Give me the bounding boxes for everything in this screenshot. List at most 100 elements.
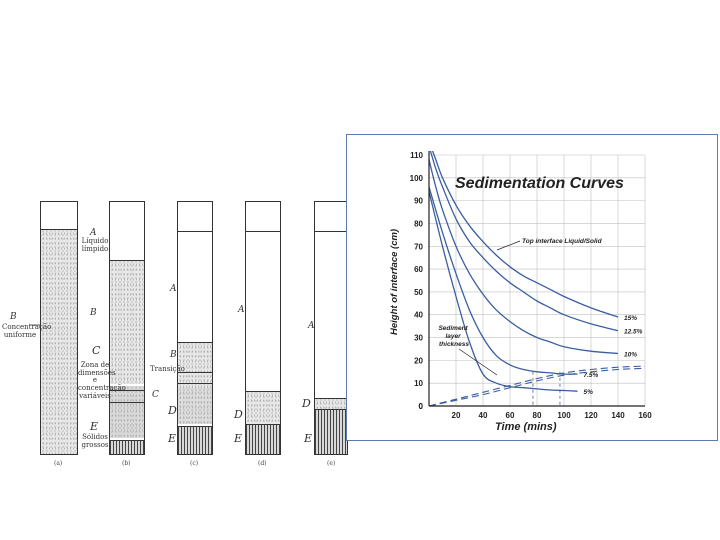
sedimentation-chart: 15% 12.5% 10% 7.5% 5% 0 10 20 30 40 50 60 70 80 90 100…: [389, 151, 652, 433]
series-label: 12.5%: [624, 329, 643, 336]
x-tick-label: 160: [638, 411, 652, 420]
x-tick-label: 100: [557, 411, 571, 420]
zone-letter-a: A: [308, 321, 315, 331]
uniform-suspension-zone: [41, 229, 77, 454]
y-tick-label: 80: [414, 219, 423, 228]
y-tick-label: 0: [419, 402, 424, 411]
coarse-solids-zone: [178, 426, 212, 454]
y-tick-label: 20: [414, 356, 423, 365]
interface-line: [178, 426, 212, 428]
interface-line: [110, 260, 144, 262]
zone-letter-e: E: [234, 432, 243, 445]
sediment-pointer: [458, 348, 498, 376]
sediment-annotation: Sediment layer thickness: [438, 325, 469, 348]
interface-line: [178, 342, 212, 344]
zone-letter-b: B: [170, 350, 177, 360]
zone-letter-d: D: [302, 397, 311, 410]
series-line-7-5-: [429, 186, 578, 375]
y-tick-label: 30: [414, 334, 423, 343]
uniform-concentration-label: Concentração uniforme: [2, 323, 52, 339]
column-c: [177, 201, 213, 455]
coarse-solids-zone: [110, 440, 144, 454]
suspension-zone: [110, 260, 144, 384]
variable-zone-label: Zona de dimensões e concentração variáve…: [78, 361, 126, 400]
top-interface-pointer: [496, 240, 521, 251]
interface-line: [110, 402, 144, 404]
zone-letter-d: D: [168, 404, 177, 417]
zone-letter-c: C: [152, 390, 159, 400]
series-line-15-: [431, 151, 619, 318]
interface-line: [178, 383, 212, 385]
zone-letter-d: D: [234, 408, 243, 421]
column-d: [245, 201, 281, 455]
chart-title: Sedimentation Curves: [455, 175, 624, 192]
interface-line: [110, 440, 144, 442]
variable-zone: [110, 386, 144, 438]
series-line-5-: [429, 191, 578, 392]
zone-letter-b: B: [90, 308, 97, 318]
zone-letter-a: A: [238, 305, 245, 315]
compaction-zone: [246, 391, 280, 424]
interface-line: [246, 391, 280, 393]
x-tick-label: 20: [452, 411, 461, 420]
interface-line: [315, 398, 347, 400]
y-tick-label: 70: [414, 242, 423, 251]
coarse-solids-label: Sólidos grossos: [81, 433, 109, 449]
suspension-zone: [178, 342, 212, 396]
clear-liquid-label: Líquido límpido: [81, 237, 109, 253]
series-label: 15%: [624, 315, 637, 322]
column-c-caption: (c): [190, 460, 199, 467]
interface-line: [315, 409, 347, 411]
x-origin-label: 0: [419, 402, 424, 411]
zone-letter-e: E: [304, 432, 313, 445]
zone-letter-a: A: [90, 228, 97, 238]
top-interface-annotation: Top interface Liquid/Solid: [522, 238, 603, 245]
interface-line: [178, 231, 212, 233]
interface-line: [110, 390, 144, 392]
series-label: 10%: [624, 352, 637, 359]
variable-zone: [178, 388, 212, 424]
coarse-solids-zone: [246, 424, 280, 454]
sediment-thickness-line: [428, 367, 646, 407]
column-a-caption: (a): [54, 460, 63, 467]
zone-letter-b: B: [10, 312, 17, 322]
x-tick-label: 120: [584, 411, 598, 420]
interface-line: [246, 424, 280, 426]
interface-line: [246, 231, 280, 233]
y-axis-label: Height of interface (cm): [389, 229, 400, 335]
label-arrow: [30, 324, 40, 326]
column-e-caption: (e): [327, 460, 336, 467]
column-e: [314, 201, 348, 455]
x-tick-label: 140: [611, 411, 625, 420]
series-label: 5%: [584, 389, 594, 396]
y-tick-label: 50: [414, 288, 423, 297]
series-label: 7.5%: [584, 372, 599, 379]
sediment-thickness-line: [428, 365, 646, 407]
zone-letter-e: E: [90, 420, 99, 433]
axes: 0 10 20 30 40 50 60 70 80 90 100 110 20 40 60 80 100 120 1…: [410, 151, 652, 420]
y-tick-label: 40: [414, 311, 423, 320]
series-line-10-: [429, 159, 619, 355]
column-a-interface: [41, 229, 77, 231]
interface-line: [178, 372, 212, 374]
transition-label: Transição: [150, 365, 185, 373]
y-tick-label: 110: [410, 151, 423, 160]
y-tick-label: 10: [414, 379, 423, 388]
series-layer: 15% 12.5% 10% 7.5% 5%: [428, 151, 646, 407]
column-a: [40, 201, 78, 455]
x-tick-label: 60: [506, 411, 515, 420]
column-d-caption: (d): [258, 460, 267, 467]
y-tick-label: 60: [414, 265, 423, 274]
x-axis-label: Time (mins): [495, 421, 557, 433]
coarse-solids-zone: [315, 409, 347, 454]
column-b-caption: (b): [122, 460, 131, 467]
y-tick-label: 90: [414, 197, 423, 206]
x-tick-label: 80: [533, 411, 542, 420]
x-tick-label: 40: [479, 411, 488, 420]
series-line-12-5-: [429, 151, 619, 332]
grid: [429, 154, 646, 406]
column-b: [109, 201, 145, 455]
sedimentation-chart-frame: 15% 12.5% 10% 7.5% 5% 0 10 20 30 40 50 60 70 80 90 100…: [346, 134, 718, 441]
zone-letter-e: E: [168, 432, 177, 445]
